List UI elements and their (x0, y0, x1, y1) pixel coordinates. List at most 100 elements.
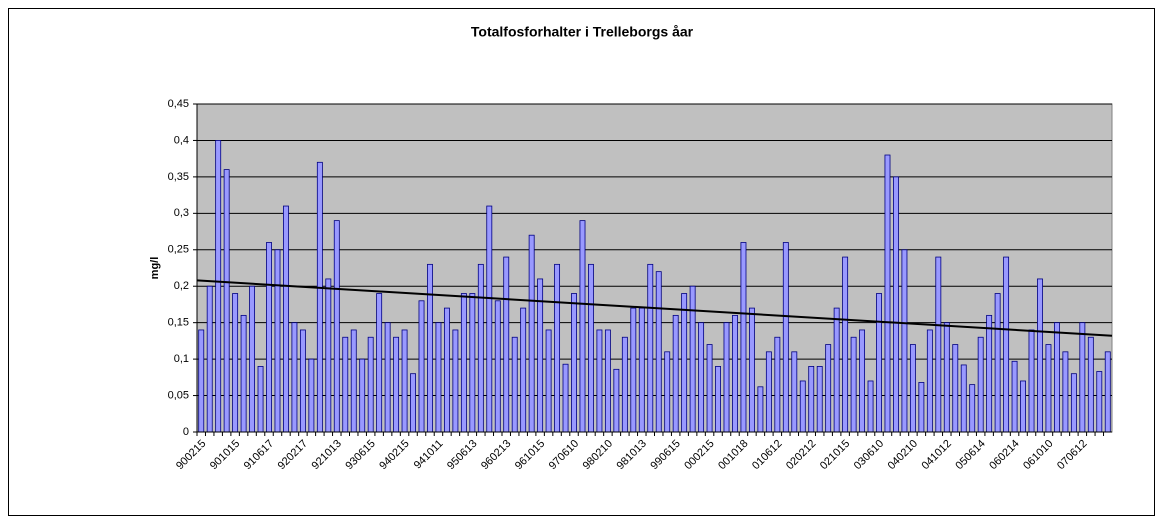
bar (359, 358, 366, 433)
bar (206, 285, 213, 433)
bar (333, 220, 340, 433)
bar (325, 278, 332, 433)
bar (604, 329, 611, 433)
bar (571, 293, 577, 433)
bar (1003, 256, 1010, 433)
y-tick-label: 0,1 (174, 353, 189, 365)
bar (1011, 360, 1018, 433)
bar (1104, 351, 1111, 433)
bar (842, 256, 849, 433)
bar (494, 300, 501, 433)
bar (1062, 351, 1069, 433)
bar (308, 358, 315, 433)
bar (249, 285, 256, 433)
y-tick-label: 0,45 (168, 98, 189, 110)
bar (545, 329, 552, 433)
bar (740, 242, 747, 433)
bar (655, 271, 662, 433)
bar (757, 386, 764, 433)
bar (791, 351, 798, 433)
bar (435, 322, 442, 433)
bar (977, 336, 984, 433)
bar (376, 293, 383, 433)
bar (266, 242, 272, 433)
bar (528, 234, 535, 433)
bar (291, 322, 298, 433)
chart-title: Totalfosforhalter i Trelleborgs åar (471, 24, 694, 40)
bar (232, 293, 239, 433)
bar (240, 314, 247, 433)
y-tick-label: 0,15 (168, 317, 189, 329)
bar (198, 329, 205, 433)
bar (511, 336, 518, 433)
bar (672, 314, 679, 433)
bar (833, 307, 840, 433)
bar (952, 344, 959, 433)
bar (477, 263, 484, 433)
bar (486, 205, 493, 433)
trendline (196, 279, 1113, 337)
bar (460, 293, 467, 433)
bar (986, 314, 993, 433)
bar (1045, 344, 1052, 433)
bar (1020, 380, 1026, 433)
bar (520, 307, 527, 433)
bar (647, 263, 654, 433)
y-tick-label: 0,3 (174, 207, 189, 219)
y-tick-label: 0,35 (168, 171, 189, 183)
bar (299, 329, 306, 433)
bar (579, 220, 586, 433)
bar (274, 249, 281, 433)
bar (698, 322, 705, 433)
bar (1053, 322, 1060, 433)
bar (664, 351, 671, 433)
bar (799, 380, 806, 433)
y-tick-label: 0,4 (174, 134, 189, 146)
bar (901, 249, 908, 433)
bar (1070, 373, 1077, 433)
bar (876, 293, 882, 433)
bar (943, 322, 950, 433)
bar (418, 300, 425, 433)
bar (774, 336, 781, 433)
bar (427, 263, 433, 433)
y-tick-label: 0,05 (168, 389, 189, 401)
bar (808, 365, 815, 433)
bar (1028, 329, 1035, 433)
bar (893, 176, 899, 433)
bar (283, 205, 289, 433)
bar (452, 329, 459, 433)
bar (969, 384, 976, 433)
bar (621, 336, 628, 433)
bar (867, 380, 874, 433)
bar (554, 263, 561, 433)
bar (342, 336, 349, 433)
bar (223, 169, 230, 433)
bar (1037, 278, 1043, 433)
y-tick-label: 0 (183, 426, 189, 438)
bar (1096, 371, 1103, 433)
bar (918, 382, 925, 433)
bar (765, 351, 772, 433)
bar (706, 344, 713, 433)
bar (393, 336, 400, 433)
bar (316, 161, 323, 433)
bar (1079, 322, 1086, 433)
bar (816, 365, 823, 433)
bar (469, 293, 476, 433)
bar (782, 242, 789, 433)
bar (960, 364, 967, 433)
bar (503, 256, 510, 433)
bar (384, 322, 391, 433)
bar (257, 365, 264, 433)
bar (588, 263, 594, 433)
bar (596, 329, 603, 433)
bar (748, 307, 755, 433)
bar (723, 322, 730, 433)
bar (350, 329, 357, 433)
bar (613, 368, 620, 433)
bar (994, 293, 1001, 433)
y-tick-label: 0,2 (174, 280, 189, 292)
bar (1087, 336, 1094, 433)
